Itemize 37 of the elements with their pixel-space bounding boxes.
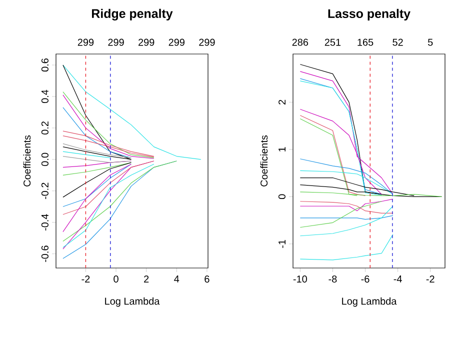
y-tick-label: 0 <box>278 194 286 200</box>
y-tick-label: 2 <box>278 100 286 104</box>
text: 299 <box>78 38 94 46</box>
text: 286 <box>292 38 308 46</box>
text: 251 <box>324 38 341 46</box>
text: 52 <box>392 38 403 46</box>
y-tick-label: -0.4 <box>41 214 48 231</box>
y-axis-title: Coefficients <box>23 135 31 186</box>
x-tick-label: -6 <box>361 276 370 283</box>
y-tick-label: 0.4 <box>41 90 48 104</box>
text: 299 <box>168 38 184 46</box>
x-tick-label: -2 <box>82 276 90 282</box>
text: 165 <box>358 38 374 46</box>
chart-title: Lasso penalty <box>328 8 410 20</box>
y-axis-title: Coefficients <box>260 135 268 186</box>
x-tick-label: 4 <box>174 276 180 282</box>
x-tick-label: -8 <box>328 276 337 283</box>
text: 299 <box>199 38 215 46</box>
x-tick-label: -4 <box>394 276 402 282</box>
x-tick-label: -10 <box>293 276 307 283</box>
y-tick-label: 0.0 <box>41 152 48 166</box>
text: 5 <box>428 38 433 46</box>
x-axis-title: Log Lambda <box>105 297 160 307</box>
x-tick-label: 2 <box>144 276 149 282</box>
text: 299 <box>138 38 154 46</box>
y-tick-label: -1 <box>278 240 286 248</box>
x-tick-label: 0 <box>114 276 118 283</box>
y-tick-label: -0.6 <box>41 246 48 262</box>
y-tick-label: 1 <box>278 147 286 152</box>
y-tick-label: -0.2 <box>41 182 48 200</box>
y-tick-label: 0.2 <box>41 122 48 134</box>
x-axis-title: Log Lambda <box>342 297 397 307</box>
y-tick-label: 0.6 <box>41 58 48 72</box>
x-tick-label: -2 <box>426 276 434 282</box>
chart-title: Ridge penalty <box>92 8 173 20</box>
x-tick-label: 6 <box>204 276 210 283</box>
text: 299 <box>108 38 124 46</box>
